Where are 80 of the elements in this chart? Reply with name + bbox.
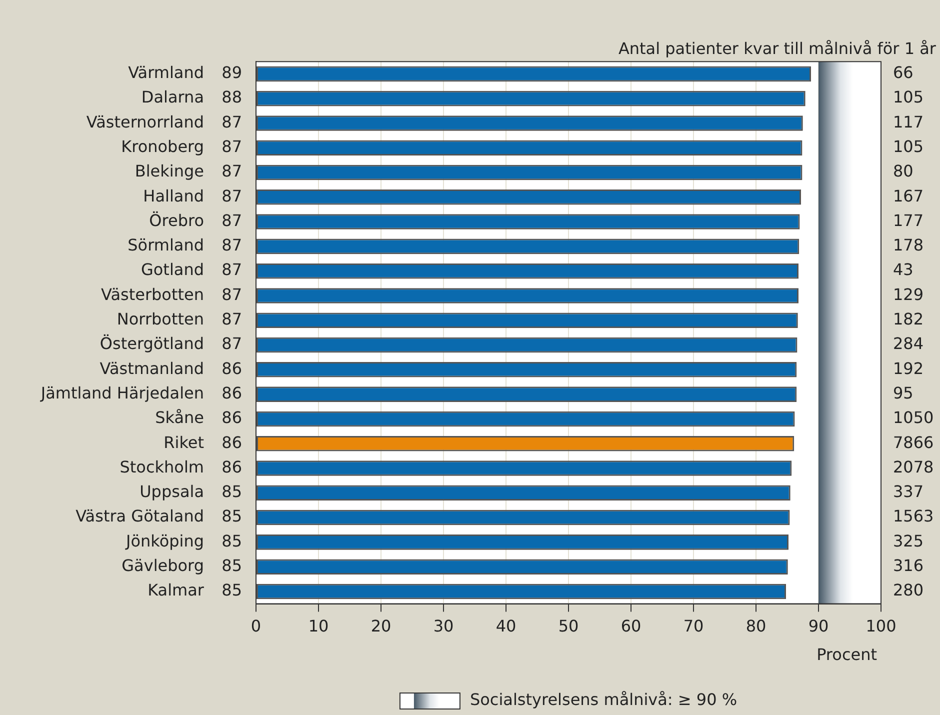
data-label: 87	[222, 162, 242, 181]
text: 178	[893, 236, 924, 255]
text: 167	[893, 186, 924, 206]
y-tick-label: Västra Götaland	[76, 506, 204, 526]
x-tick-label: 20	[370, 616, 392, 636]
data-label: 86	[222, 383, 242, 402]
text: 325	[893, 531, 924, 550]
x-tick-label: 50	[558, 616, 579, 636]
data-label: 87	[222, 137, 242, 156]
y-tick-label: Riket	[164, 432, 204, 452]
data-label: 87	[222, 334, 242, 354]
x-tick-label: 0	[250, 616, 262, 636]
text: 1050	[893, 408, 934, 428]
y-tick-label: Jämtland Härjedalen	[40, 383, 204, 402]
text: 316	[893, 556, 924, 575]
data-label: 85	[222, 506, 242, 526]
text: 177	[893, 210, 924, 230]
y-tick-label: Dalarna	[141, 88, 204, 107]
y-tick-label: Kalmar	[148, 580, 204, 600]
y-tick-label: Skåne	[155, 408, 204, 428]
data-label: 89	[222, 63, 242, 82]
data-label: 87	[222, 284, 242, 304]
data-label: 85	[222, 531, 242, 550]
text: 280	[893, 580, 924, 600]
data-label: 86	[222, 432, 242, 452]
y-tick-label: Värmland	[128, 63, 204, 82]
x-tick-label: 60	[620, 616, 642, 636]
text: 66	[893, 63, 914, 82]
text: 129	[893, 284, 924, 304]
data-label: 87	[222, 236, 242, 255]
text: 1563	[893, 506, 934, 526]
text: 43	[893, 260, 914, 280]
text: 2078	[893, 457, 934, 476]
y-tick-label: Kronoberg	[121, 137, 204, 156]
legend-label: Socialstyrelsens målnivå: ≥ 90 %	[470, 690, 738, 710]
x-tick-label: 100	[866, 616, 896, 636]
text: 95	[893, 383, 914, 402]
text: 105	[893, 137, 924, 156]
data-label: 86	[222, 358, 242, 378]
y-tick-label: Sörmland	[128, 236, 204, 255]
data-label: 88	[222, 88, 242, 107]
text: 337	[893, 482, 924, 502]
data-label: 86	[222, 408, 242, 428]
y-tick-label: Stockholm	[120, 457, 204, 476]
y-tick-label: Norrbotten	[116, 310, 204, 329]
text: 117	[893, 112, 924, 132]
y-tick-label: Örebro	[149, 210, 204, 230]
x-tick-label: 80	[746, 616, 766, 636]
x-tick-label: 10	[308, 616, 329, 636]
data-label: 85	[222, 556, 242, 575]
y-tick-label: Blekinge	[134, 162, 204, 181]
x-axis-title: Procent	[816, 644, 877, 664]
y-tick-label: Västmanland	[100, 358, 204, 378]
data-label: 86	[222, 457, 242, 476]
text: 284	[893, 334, 924, 354]
y-tick-label: Västerbotten	[100, 284, 204, 304]
y-tick-label: Halland	[143, 186, 204, 206]
data-label: 87	[222, 210, 242, 230]
y-tick-label: Gävleborg	[122, 556, 204, 575]
text: 80	[893, 162, 914, 181]
data-label: 87	[222, 112, 242, 132]
x-tick-label: 40	[496, 616, 516, 636]
data-label: 85	[222, 580, 242, 600]
text: 182	[893, 310, 924, 329]
data-label: 87	[222, 186, 242, 206]
x-tick-label: 30	[433, 616, 454, 636]
text: 192	[893, 358, 924, 378]
y-tick-label: Jönköping	[124, 531, 204, 550]
x-tick-label: 90	[808, 616, 829, 636]
text: 7866	[893, 432, 934, 452]
text: 105	[893, 88, 924, 107]
y-tick-label: Gotland	[140, 260, 204, 280]
data-label: 85	[222, 482, 242, 502]
text: Antal patienter kvar till målnivå för 1 år	[618, 38, 936, 58]
y-tick-label: Östergötland	[100, 334, 204, 354]
y-tick-label: Uppsala	[140, 482, 204, 502]
data-label: 87	[222, 260, 242, 280]
x-tick-label: 70	[683, 616, 704, 636]
data-label: 87	[222, 310, 242, 329]
y-tick-label: Västernorrland	[86, 112, 204, 132]
